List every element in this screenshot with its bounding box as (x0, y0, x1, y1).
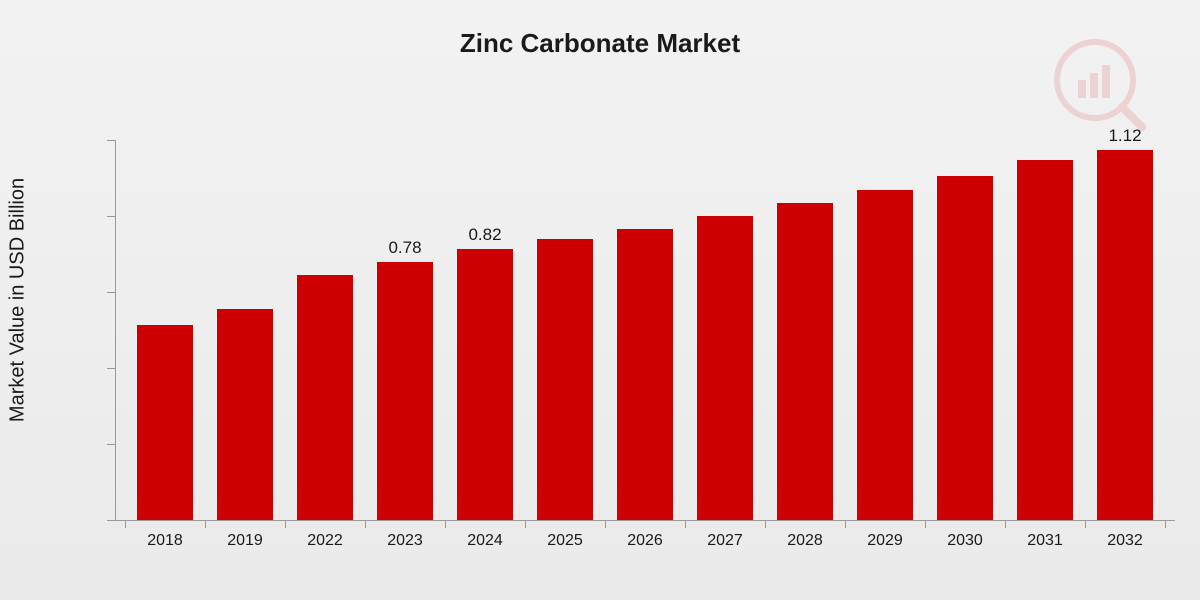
x-axis-tick (1085, 520, 1086, 528)
x-axis-tick (845, 520, 846, 528)
bar-wrapper (137, 301, 193, 520)
bar (697, 216, 753, 520)
y-axis-tick (107, 368, 115, 369)
x-axis-tick (365, 520, 366, 528)
x-axis-tick-label: 2027 (697, 532, 753, 550)
x-axis-tick (925, 520, 926, 528)
bar-value-label: 0.78 (388, 238, 421, 258)
x-axis-tick-label: 2018 (137, 532, 193, 550)
bar (857, 190, 913, 520)
bar (937, 176, 993, 520)
bar (1017, 160, 1073, 520)
x-axis-tick-label: 2023 (377, 532, 433, 550)
bar-wrapper (857, 166, 913, 520)
chart-title: Zinc Carbonate Market (0, 0, 1200, 59)
x-axis-tick-label: 2028 (777, 532, 833, 550)
bar-wrapper (937, 152, 993, 520)
x-axis-tick-label: 2025 (537, 532, 593, 550)
bar-wrapper: 1.12 (1097, 126, 1153, 520)
y-axis-tick (107, 444, 115, 445)
y-axis-tick (107, 520, 115, 521)
x-axis-tick (765, 520, 766, 528)
x-axis-tick (445, 520, 446, 528)
bar (377, 262, 433, 520)
y-axis-label: Market Value in USD Billion (7, 150, 30, 450)
bar-wrapper (697, 192, 753, 520)
bar-wrapper (617, 205, 673, 520)
x-axis-labels: 2018 2019 2022 2023 2024 2025 2026 2027 2028 2029… (115, 532, 1175, 550)
bar-value-label: 1.12 (1108, 126, 1141, 146)
bar (457, 249, 513, 520)
bar-value-label: 0.82 (468, 225, 501, 245)
bar (617, 229, 673, 520)
x-axis-tick-label: 2029 (857, 532, 913, 550)
bar-wrapper (777, 179, 833, 520)
y-axis-tick (107, 292, 115, 293)
x-axis-tick (1165, 520, 1166, 528)
bar (1097, 150, 1153, 520)
x-axis-tick-label: 2030 (937, 532, 993, 550)
watermark-logo-icon (1050, 35, 1150, 135)
bar-wrapper (297, 251, 353, 520)
bar (297, 275, 353, 520)
bar-wrapper: 0.82 (457, 225, 513, 520)
bar (777, 203, 833, 520)
x-axis-tick (285, 520, 286, 528)
bar (537, 239, 593, 520)
y-axis-tick (107, 216, 115, 217)
x-axis-tick-label: 2026 (617, 532, 673, 550)
bar-wrapper: 0.78 (377, 238, 433, 520)
x-axis-tick-label: 2031 (1017, 532, 1073, 550)
x-axis-tick (205, 520, 206, 528)
x-axis-tick-label: 2019 (217, 532, 273, 550)
bar (137, 325, 193, 520)
bar (217, 309, 273, 520)
y-axis-tick (107, 140, 115, 141)
x-axis-tick (605, 520, 606, 528)
bar-wrapper (537, 215, 593, 520)
bar-wrapper (217, 285, 273, 520)
chart-plot-area: 0.780.821.12 (115, 140, 1175, 520)
x-axis-line (115, 520, 1175, 521)
x-axis-tick (525, 520, 526, 528)
x-axis-tick (1005, 520, 1006, 528)
bar-wrapper (1017, 136, 1073, 520)
x-axis-tick (685, 520, 686, 528)
x-axis-tick-label: 2022 (297, 532, 353, 550)
x-axis-tick (125, 520, 126, 528)
x-axis-tick-label: 2032 (1097, 532, 1153, 550)
x-axis-tick-label: 2024 (457, 532, 513, 550)
